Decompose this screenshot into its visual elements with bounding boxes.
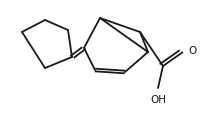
- Text: O: O: [188, 46, 196, 56]
- Text: OH: OH: [150, 95, 166, 105]
